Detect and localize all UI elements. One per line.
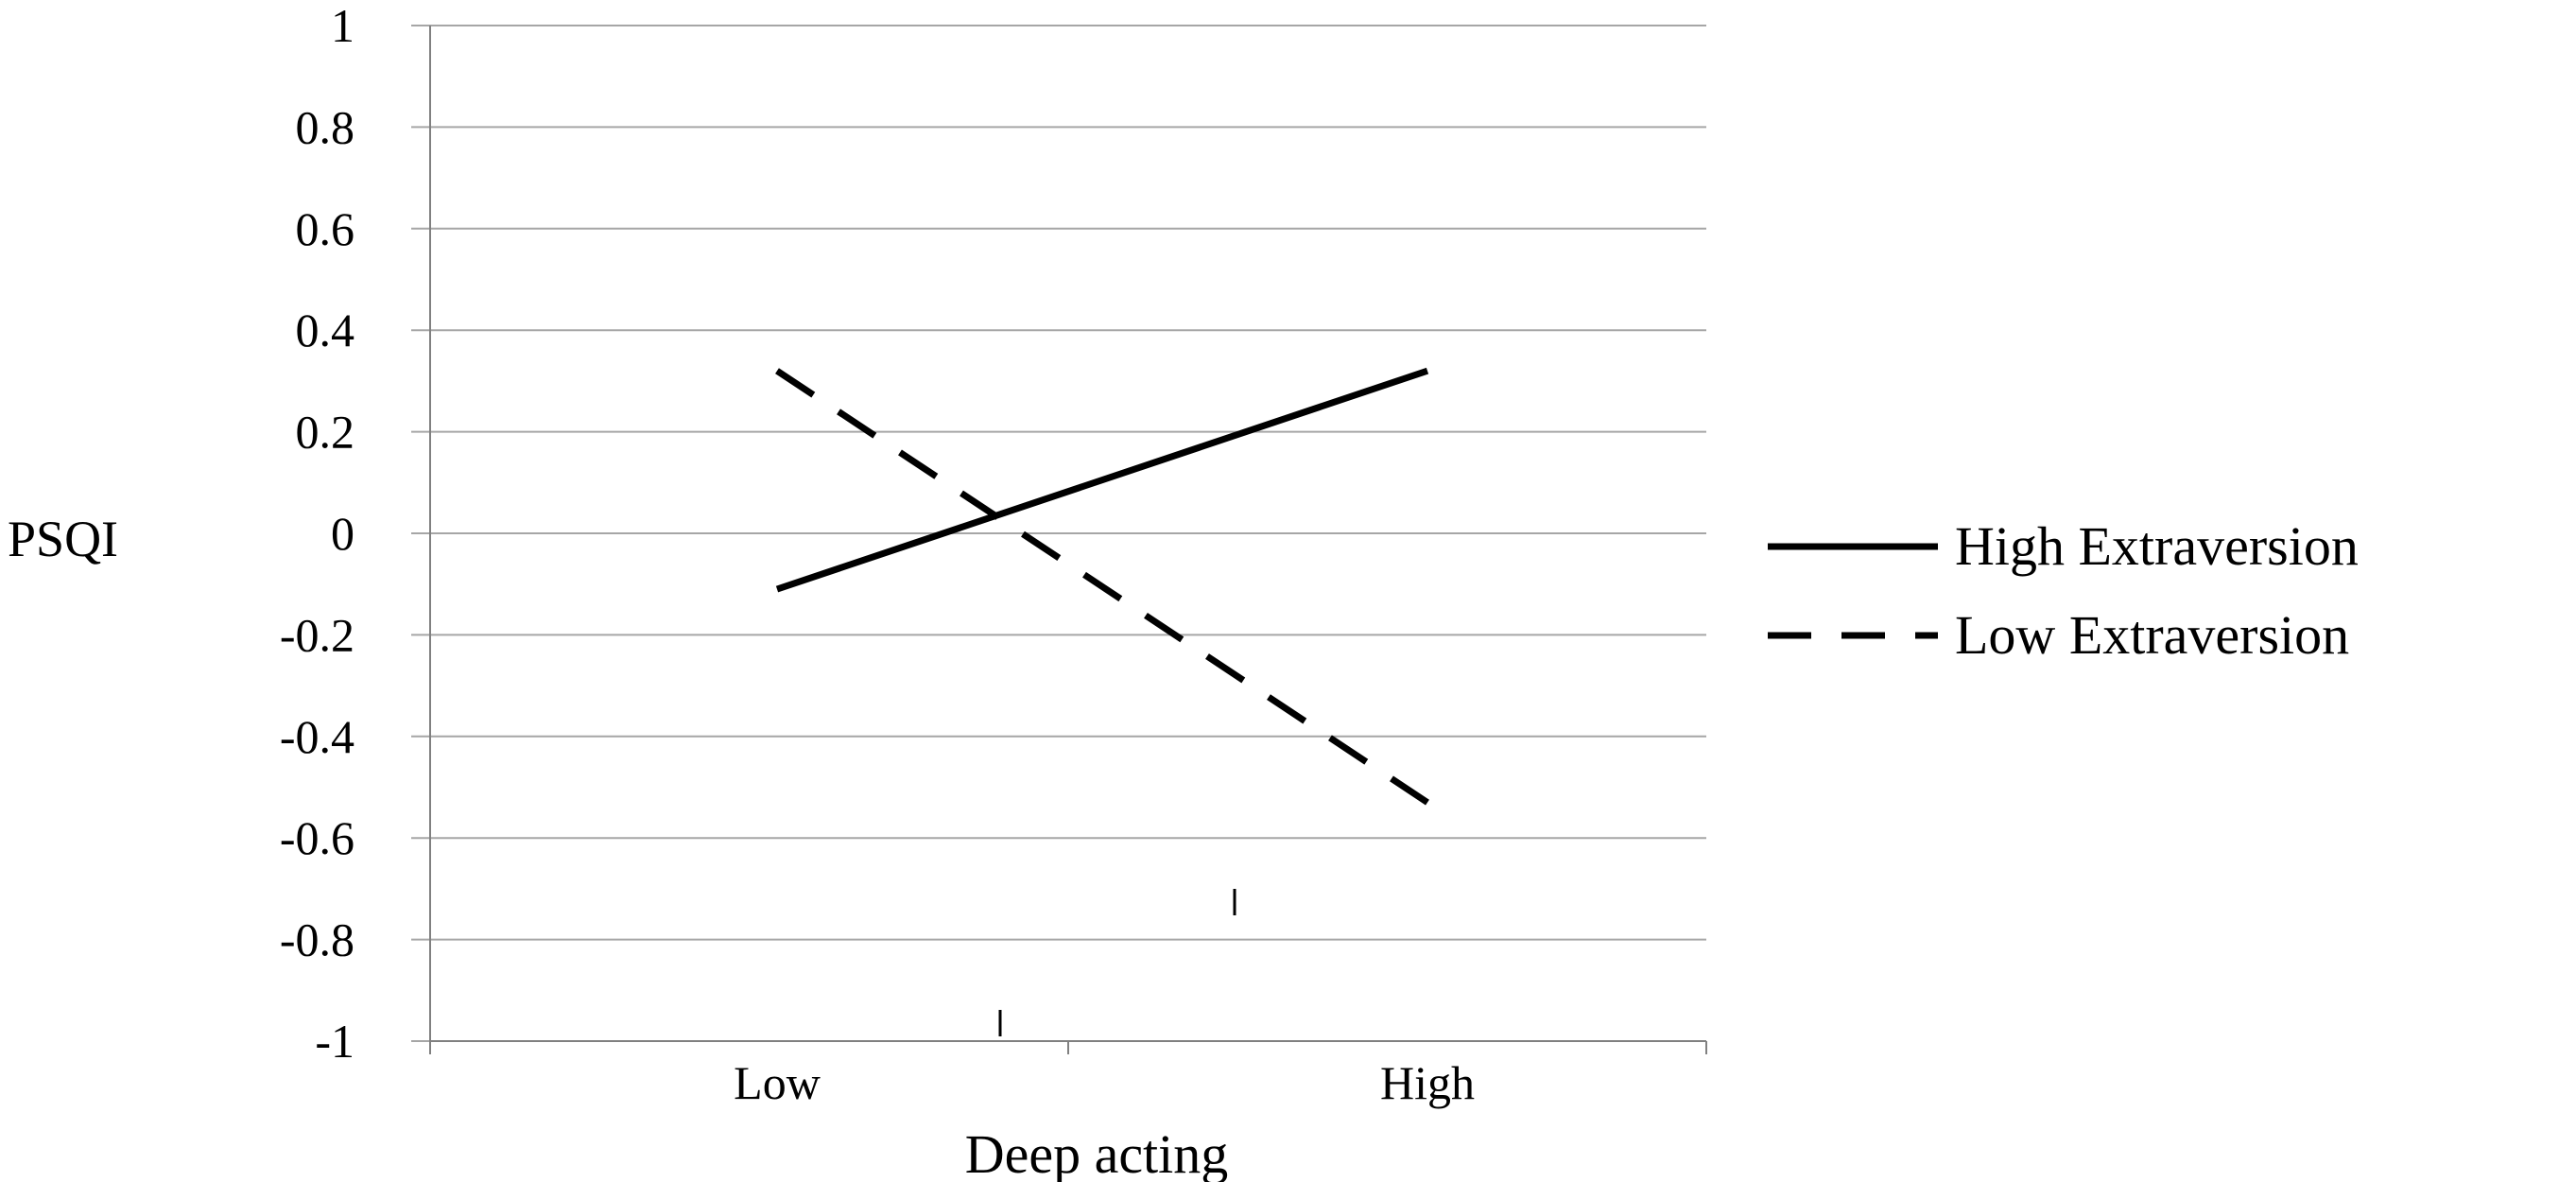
series-line-high-extraversion <box>775 367 1429 593</box>
legend-label-low-extraversion: Low Extraversion <box>1955 604 2349 666</box>
x-tick-label: Low <box>734 1056 821 1109</box>
y-tick-label: 0 <box>331 507 354 560</box>
axes <box>429 26 1707 1054</box>
grid-lines <box>411 25 1706 1042</box>
y-tick-label: 0.2 <box>296 406 355 459</box>
series-lines <box>775 367 1429 806</box>
legend-label-high-extraversion: High Extraversion <box>1955 515 2359 577</box>
series-line-low-extraversion <box>775 368 1429 806</box>
legend-item-low-extraversion: Low Extraversion <box>1768 604 2349 666</box>
y-tick-label: -0.8 <box>280 913 354 966</box>
x-tick-labels: Low High <box>734 1056 1475 1109</box>
y-tick-label: 0.8 <box>296 100 355 153</box>
y-tick-label: -0.6 <box>280 811 354 864</box>
y-tick-labels: 1 0.8 0.6 0.4 0.2 0 -0.2 -0.4 -0.6 -0.8 -1 <box>280 0 354 1068</box>
y-tick-label: -0.4 <box>280 710 354 763</box>
x-axis-title: Deep acting <box>965 1123 1229 1182</box>
y-axis-title: PSQI <box>8 511 118 567</box>
y-tick-label: 0.6 <box>296 202 355 255</box>
x-tick-label: High <box>1380 1056 1475 1109</box>
y-tick-label: -1 <box>315 1015 354 1068</box>
y-tick-label: 1 <box>331 0 354 52</box>
legend: High Extraversion Low Extraversion <box>1768 515 2359 666</box>
y-tick-label: 0.4 <box>296 304 355 356</box>
y-tick-label: -0.2 <box>280 608 354 661</box>
legend-item-high-extraversion: High Extraversion <box>1768 515 2359 577</box>
